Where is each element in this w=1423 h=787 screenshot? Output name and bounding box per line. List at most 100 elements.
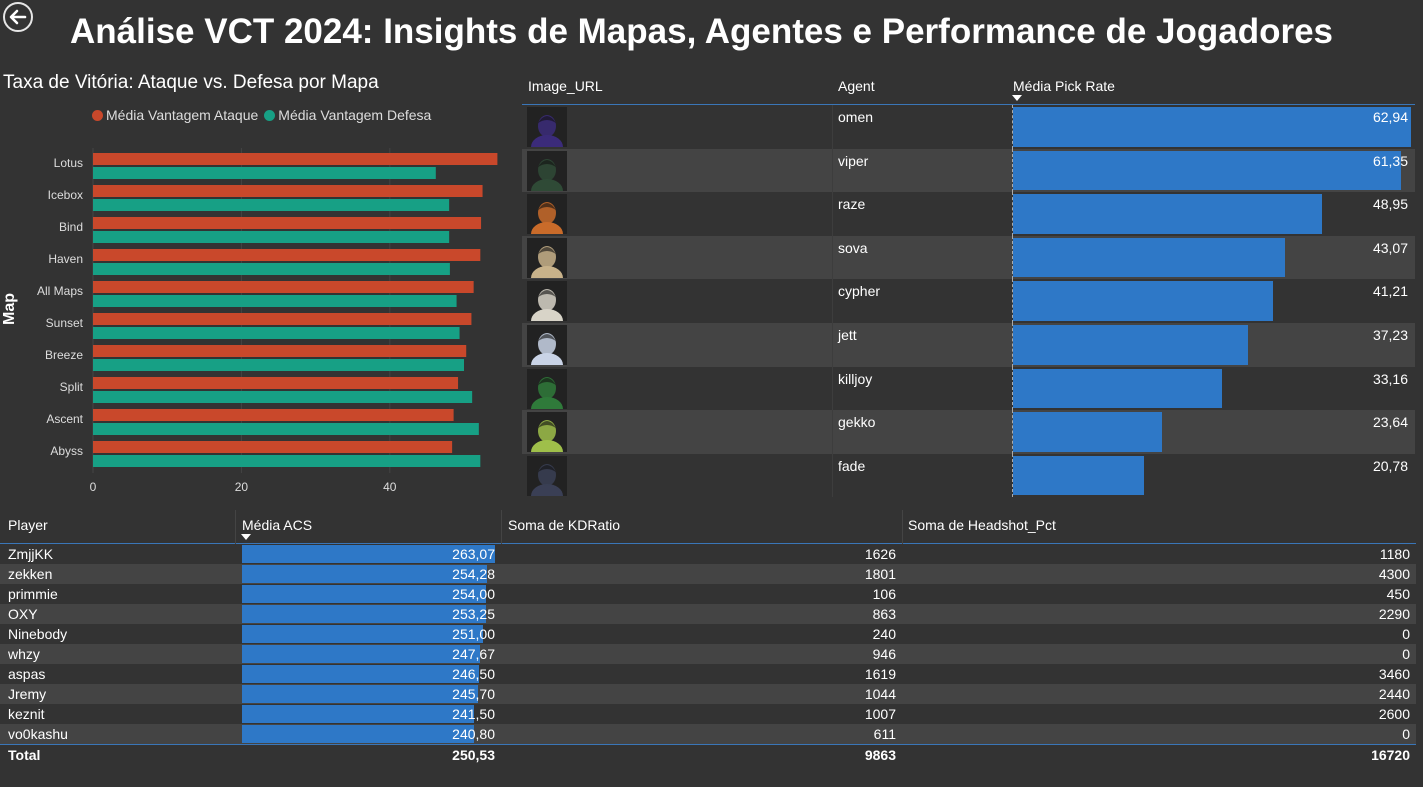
bar-attack[interactable]: [93, 185, 483, 197]
acs-bar: [242, 605, 486, 623]
legend-label-attack: Média Vantagem Ataque: [106, 107, 259, 123]
jett-portrait-icon: [527, 325, 567, 365]
header-agent[interactable]: Agent: [838, 78, 875, 94]
player-name: keznit: [8, 706, 45, 722]
acs-bar: [242, 725, 474, 743]
bar-attack[interactable]: [93, 441, 453, 453]
agent-name: sova: [838, 239, 868, 256]
header-pick-rate[interactable]: Média Pick Rate: [1013, 78, 1115, 94]
total-row[interactable]: Total 250,53 9863 16720: [0, 744, 1416, 765]
table-row[interactable]: whzy 247,67 946 0: [0, 644, 1416, 664]
kd-value: 9863: [864, 747, 896, 763]
bar-attack[interactable]: [93, 153, 498, 165]
sort-desc-icon[interactable]: [1012, 95, 1022, 101]
pick-rate-bar: [1013, 368, 1223, 409]
agent-row[interactable]: raze 48,95: [522, 192, 1415, 236]
player-name: primmie: [8, 586, 58, 602]
pick-rate-bar: [1013, 325, 1249, 365]
pick-rate-cell: 37,23: [1012, 323, 1412, 367]
acs-value: 245,70: [452, 686, 495, 702]
kd-value: 946: [872, 646, 896, 662]
header-acs[interactable]: Média ACS: [242, 517, 313, 533]
bar-attack[interactable]: [93, 313, 472, 325]
kd-value: 863: [872, 606, 896, 622]
legend-dot-attack: [92, 109, 103, 121]
bar-attack[interactable]: [93, 345, 467, 357]
agent-row[interactable]: jett 37,23: [522, 323, 1415, 367]
agent-row[interactable]: gekko 23,64: [522, 410, 1415, 454]
acs-value: 240,80: [452, 726, 495, 742]
pick-rate-cell: 62,94: [1012, 105, 1412, 149]
bar-attack[interactable]: [93, 377, 459, 389]
category-label: Ascent: [46, 412, 83, 426]
sort-desc-icon[interactable]: [241, 534, 251, 540]
table-row[interactable]: OXY 253,25 863 2290: [0, 604, 1416, 624]
image-cell: [522, 192, 833, 236]
chart-legend[interactable]: Média Vantagem Ataque Média Vantagem Def…: [92, 107, 431, 123]
category-label: Lotus: [54, 156, 83, 170]
total-label: Total: [8, 747, 41, 763]
bar-attack[interactable]: [93, 409, 454, 421]
chart-title: Taxa de Vitória: Ataque vs. Defesa por M…: [3, 72, 379, 93]
image-cell: [522, 410, 833, 454]
agent-row[interactable]: viper 61,35: [522, 148, 1415, 193]
pick-rate-bar: [1013, 107, 1411, 147]
agent-row[interactable]: sova 43,07: [522, 235, 1415, 280]
header-player[interactable]: Player: [8, 517, 48, 533]
pick-rate-cell: 48,95: [1012, 192, 1412, 236]
bar-attack[interactable]: [93, 249, 481, 261]
pick-rate-bar: [1013, 281, 1274, 321]
header-kd[interactable]: Soma de KDRatio: [508, 517, 621, 533]
bar-defense[interactable]: [93, 167, 436, 179]
bar-attack[interactable]: [93, 281, 474, 293]
table-row[interactable]: ZmjjKK 263,07 1626 1180: [0, 544, 1416, 564]
bar-defense[interactable]: [93, 295, 457, 307]
player-name: zekken: [8, 566, 53, 582]
legend-item-attack[interactable]: Média Vantagem Ataque: [92, 107, 258, 123]
attack-defense-chart[interactable]: Taxa de Vitória: Ataque vs. Defesa por M…: [0, 68, 510, 508]
table-row[interactable]: primmie 254,00 106 450: [0, 584, 1416, 604]
player-name: Ninebody: [8, 626, 68, 642]
player-name: whzy: [8, 646, 40, 662]
table-row[interactable]: keznit 241,50 1007 2600: [0, 704, 1416, 724]
agent-row[interactable]: cypher 41,21: [522, 279, 1415, 323]
table-row[interactable]: zekken 254,28 1801 4300: [0, 564, 1416, 584]
back-arrow-glyph: [9, 9, 27, 25]
headshot-value: 2600: [1378, 706, 1410, 722]
bar-attack[interactable]: [93, 217, 482, 229]
table-row[interactable]: aspas 246,50 1619 3460: [0, 664, 1416, 684]
legend-item-defense[interactable]: Média Vantagem Defesa: [264, 107, 431, 123]
viper-portrait-icon: [527, 150, 567, 191]
agent-row[interactable]: fade 20,78: [522, 453, 1415, 498]
back-arrow-icon[interactable]: [3, 2, 33, 32]
bar-defense[interactable]: [93, 327, 460, 339]
headshot-value: 0: [1402, 726, 1410, 742]
headshot-value: 450: [1386, 586, 1410, 602]
category-label: Breeze: [45, 348, 83, 362]
header-image-url[interactable]: Image_URL: [528, 78, 603, 94]
bar-defense[interactable]: [93, 423, 479, 435]
header-headshot[interactable]: Soma de Headshot_Pct: [908, 517, 1056, 533]
player-name: Jremy: [8, 686, 47, 702]
table-row[interactable]: Jremy 245,70 1044 2440: [0, 684, 1416, 704]
bar-defense[interactable]: [93, 199, 450, 211]
headshot-value: 3460: [1378, 666, 1410, 682]
bar-defense[interactable]: [93, 263, 450, 275]
table-row[interactable]: vo0kashu 240,80 611 0: [0, 724, 1416, 744]
bar-defense[interactable]: [93, 359, 464, 371]
bar-defense[interactable]: [93, 231, 450, 243]
legend-label-defense: Média Vantagem Defesa: [278, 107, 432, 123]
acs-value: 254,00: [452, 586, 495, 602]
bar-defense[interactable]: [93, 455, 481, 467]
agent-pick-table[interactable]: Image_URL Agent Média Pick Rate omen 62,9…: [522, 68, 1415, 498]
acs-value: 241,50: [452, 706, 495, 722]
table-row[interactable]: Ninebody 251,00 240 0: [0, 624, 1416, 644]
player-stats-table[interactable]: Player Média ACS Soma de KDRatio Soma de…: [0, 510, 1416, 772]
headshot-value: 4300: [1378, 566, 1410, 582]
agent-row[interactable]: omen 62,94: [522, 105, 1415, 149]
agent-row[interactable]: killjoy 33,16: [522, 366, 1415, 411]
agent-name: viper: [838, 152, 869, 169]
acs-bar: [242, 665, 480, 683]
omen-portrait-icon: [527, 107, 567, 147]
bar-defense[interactable]: [93, 391, 473, 403]
